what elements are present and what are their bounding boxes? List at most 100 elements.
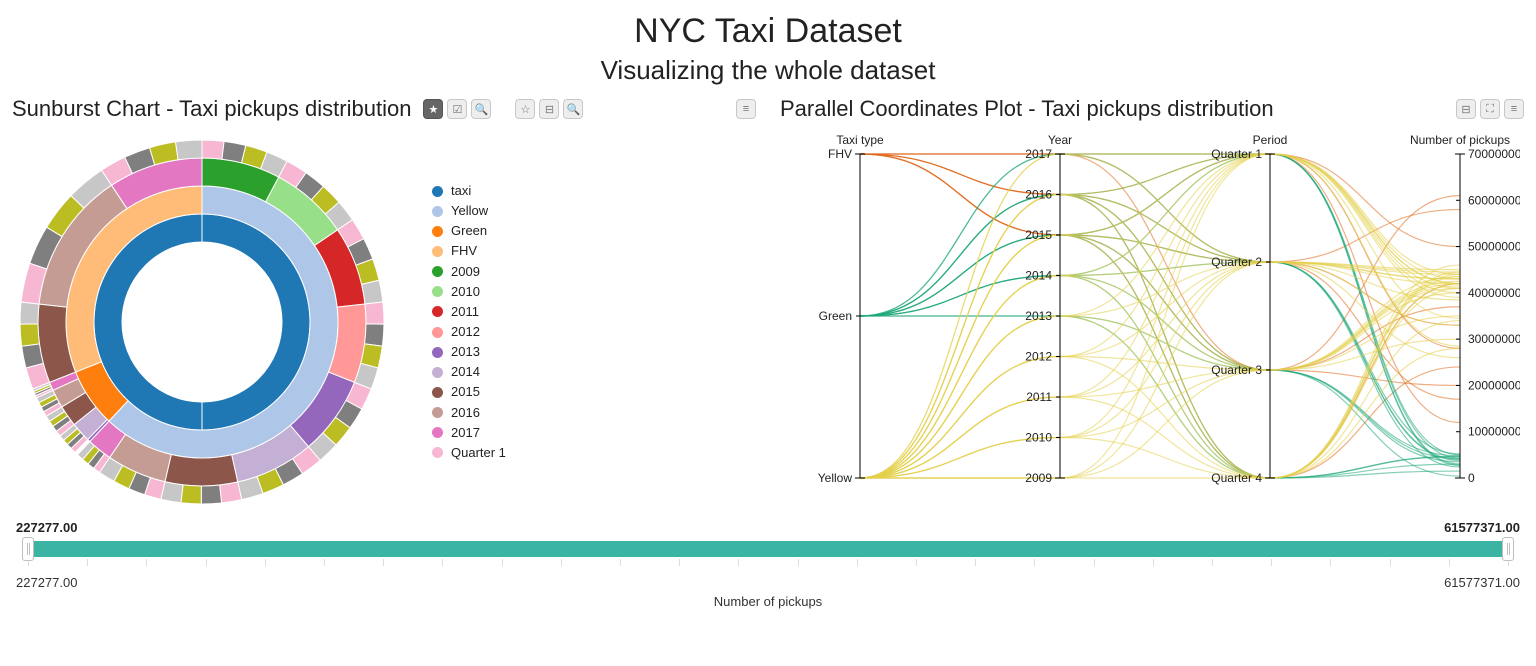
svg-text:2012: 2012 [1025,350,1052,364]
star-outline-icon[interactable]: ☆ [515,99,535,119]
legend-label: 2014 [451,362,480,382]
legend-item[interactable]: Yellow [432,201,506,221]
legend-item[interactable]: 2015 [432,382,506,402]
legend-label: Quarter 1 [451,443,506,463]
legend-label: 2010 [451,282,480,302]
svg-text:2017: 2017 [1025,147,1052,161]
parcoords-axis-label: Taxi type [836,133,884,147]
parcoords-axis-label: Number of pickups [1410,133,1510,147]
sunburst-toolbar-right: ≡ [736,99,756,119]
parcoords-axis-label: Period [1253,133,1288,147]
svg-text:2009: 2009 [1025,471,1052,485]
search-icon[interactable]: 🔍 [563,99,583,119]
legend-label: 2016 [451,403,480,423]
legend-label: Green [451,221,487,241]
legend-item[interactable]: FHV [432,241,506,261]
star-icon[interactable]: ★ [423,99,443,119]
slider-max-label: 61577371.00 [1444,575,1520,590]
svg-text:50000000: 50000000 [1468,240,1520,254]
svg-text:Yellow: Yellow [818,471,853,485]
legend-label: 2011 [451,302,479,322]
legend-swatch [432,266,443,277]
slider-min-label: 227277.00 [16,575,77,590]
parcoords-panel: Parallel Coordinates Plot - Taxi pickups… [768,96,1536,512]
page-title: NYC Taxi Dataset [0,12,1536,51]
expand-icon[interactable]: ⛶ [1480,99,1500,119]
svg-text:30000000: 30000000 [1468,332,1520,346]
legend-swatch [432,407,443,418]
legend-swatch [432,427,443,438]
slider-handle-min[interactable] [22,537,34,561]
legend-item[interactable]: 2012 [432,322,506,342]
svg-text:Quarter 4: Quarter 4 [1211,471,1262,485]
legend-label: 2013 [451,342,480,362]
legend-item[interactable]: taxi [432,181,506,201]
legend-swatch [432,367,443,378]
sunburst-toolbar-left: ★ ☑ 🔍 [423,99,491,119]
minus-icon[interactable]: ⊟ [539,99,559,119]
svg-text:2010: 2010 [1025,431,1052,445]
legend-label: 2009 [451,262,480,282]
legend-swatch [432,206,443,217]
sunburst-title: Sunburst Chart - Taxi pickups distributi… [12,96,411,122]
minus-icon[interactable]: ⊟ [1456,99,1476,119]
legend-item[interactable]: Green [432,221,506,241]
svg-text:2013: 2013 [1025,309,1052,323]
legend-swatch [432,306,443,317]
svg-text:Green: Green [819,309,852,323]
svg-text:40000000: 40000000 [1468,286,1520,300]
range-slider: 227277.00 61577371.00 227277.00 61577371… [16,520,1520,609]
legend-item[interactable]: 2013 [432,342,506,362]
search-icon[interactable]: 🔍 [471,99,491,119]
slider-current-min: 227277.00 [16,520,77,535]
legend-swatch [432,186,443,197]
menu-icon[interactable]: ≡ [736,99,756,119]
legend-swatch [432,226,443,237]
check-icon[interactable]: ☑ [447,99,467,119]
parcoords-title: Parallel Coordinates Plot - Taxi pickups… [780,96,1274,122]
svg-text:Quarter 2: Quarter 2 [1211,255,1262,269]
legend-swatch [432,246,443,257]
svg-text:0: 0 [1468,471,1475,485]
legend-item[interactable]: 2014 [432,362,506,382]
parcoords-toolbar: ⊟ ⛶ ≡ [1456,99,1524,119]
legend-label: 2012 [451,322,480,342]
svg-text:20000000: 20000000 [1468,378,1520,392]
svg-text:2016: 2016 [1025,188,1052,202]
parcoords-axis-label: Year [1048,133,1072,147]
svg-text:2015: 2015 [1025,228,1052,242]
legend-label: taxi [451,181,471,201]
legend-item[interactable]: 2009 [432,262,506,282]
legend-item[interactable]: Quarter 1 [432,443,506,463]
slider-axis-title: Number of pickups [16,594,1520,609]
slider-handle-max[interactable] [1502,537,1514,561]
legend-swatch [432,327,443,338]
svg-text:60000000: 60000000 [1468,193,1520,207]
svg-text:70000000: 70000000 [1468,147,1520,161]
legend-swatch [432,286,443,297]
svg-text:Quarter 1: Quarter 1 [1211,147,1262,161]
svg-text:2014: 2014 [1025,269,1052,283]
page-subtitle: Visualizing the whole dataset [0,55,1536,86]
svg-text:FHV: FHV [828,147,852,161]
sunburst-toolbar-mid: ☆ ⊟ 🔍 [515,99,583,119]
sunburst-panel: Sunburst Chart - Taxi pickups distributi… [0,96,768,512]
menu-icon[interactable]: ≡ [1504,99,1524,119]
slider-current-max: 61577371.00 [1444,520,1520,535]
svg-text:10000000: 10000000 [1468,425,1520,439]
legend-label: FHV [451,241,477,261]
sunburst-legend: taxiYellowGreenFHV2009201020112012201320… [432,181,506,463]
parcoords-chart[interactable]: Taxi typeFHV Green Yellow Year 2009 2010 2011 2… [768,122,1536,505]
legend-item[interactable]: 2011 [432,302,506,322]
legend-item[interactable]: 2017 [432,423,506,443]
sunburst-chart[interactable] [12,132,392,512]
legend-item[interactable]: 2010 [432,282,506,302]
legend-item[interactable]: 2016 [432,403,506,423]
legend-swatch [432,447,443,458]
svg-text:Quarter 3: Quarter 3 [1211,363,1262,377]
legend-label: 2017 [451,423,480,443]
legend-swatch [432,347,443,358]
legend-label: Yellow [451,201,488,221]
svg-text:2011: 2011 [1026,390,1052,404]
slider-track[interactable] [16,537,1520,565]
